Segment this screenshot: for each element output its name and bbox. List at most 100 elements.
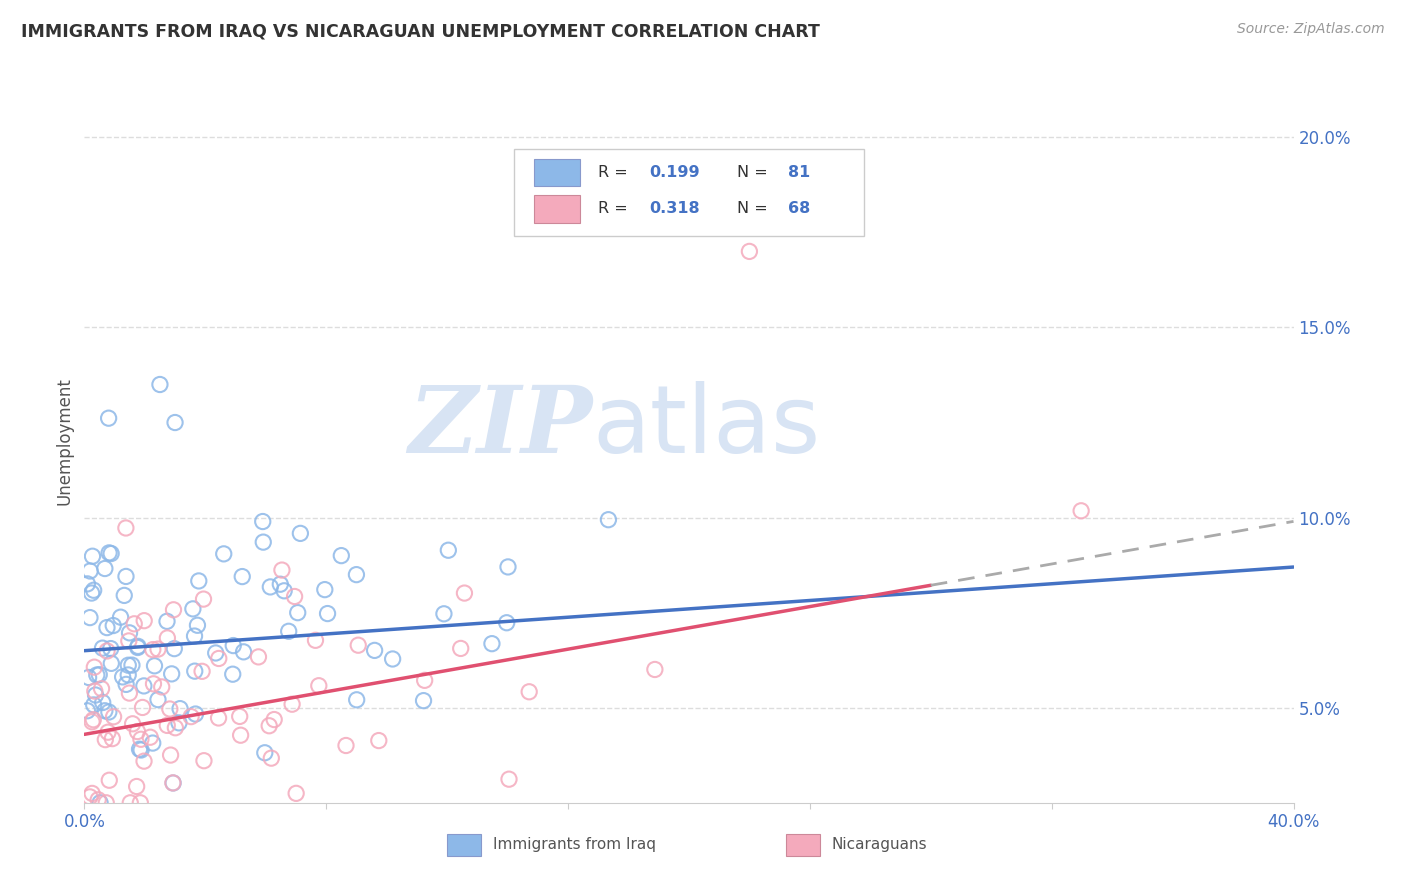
- Point: [142, 736, 165, 750]
- Point: [169, 701, 191, 715]
- Point: [94, 732, 117, 747]
- Point: [193, 592, 215, 607]
- Point: [163, 641, 186, 656]
- Point: [127, 640, 149, 654]
- Point: [347, 638, 370, 652]
- Point: [412, 693, 434, 707]
- Text: 0.318: 0.318: [650, 202, 700, 217]
- Point: [346, 567, 368, 582]
- Point: [156, 718, 179, 732]
- Point: [193, 754, 215, 768]
- Point: [121, 716, 143, 731]
- Point: [128, 742, 150, 756]
- Point: [97, 705, 120, 719]
- Point: [139, 730, 162, 744]
- Point: [125, 780, 148, 794]
- Point: [1070, 504, 1092, 518]
- Point: [101, 731, 124, 746]
- Point: [222, 667, 245, 681]
- Text: N =: N =: [737, 165, 773, 180]
- Point: [115, 521, 138, 535]
- Point: [80, 586, 103, 600]
- Point: [98, 546, 121, 560]
- Point: [247, 649, 270, 664]
- Point: [118, 686, 141, 700]
- Point: [273, 583, 295, 598]
- Bar: [534, 195, 581, 223]
- Point: [381, 652, 404, 666]
- Point: [229, 728, 252, 742]
- Text: ZIP: ZIP: [408, 382, 592, 472]
- Point: [117, 668, 139, 682]
- Point: [277, 624, 299, 639]
- Point: [281, 697, 304, 711]
- Point: [304, 633, 326, 648]
- Point: [122, 616, 145, 631]
- Point: [204, 646, 226, 660]
- Point: [98, 773, 121, 788]
- Point: [207, 711, 229, 725]
- Point: [437, 543, 460, 558]
- Point: [498, 772, 520, 787]
- Point: [94, 561, 117, 575]
- Point: [91, 696, 114, 710]
- Point: [433, 607, 456, 621]
- Point: [149, 377, 172, 392]
- Point: [598, 513, 620, 527]
- Point: [212, 547, 235, 561]
- Point: [79, 789, 101, 804]
- Point: [363, 643, 385, 657]
- Point: [181, 602, 204, 616]
- Point: [335, 739, 357, 753]
- Text: atlas: atlas: [592, 381, 821, 473]
- Point: [84, 688, 107, 702]
- Y-axis label: Unemployment: Unemployment: [55, 377, 73, 506]
- Point: [129, 796, 152, 810]
- Point: [79, 564, 101, 578]
- Point: [91, 641, 114, 656]
- Point: [160, 666, 183, 681]
- Point: [79, 610, 101, 624]
- Point: [287, 606, 309, 620]
- Point: [100, 657, 122, 671]
- Point: [87, 793, 110, 807]
- Point: [142, 677, 165, 691]
- Point: [165, 721, 187, 735]
- Point: [738, 244, 761, 259]
- Point: [118, 634, 141, 648]
- Point: [159, 702, 181, 716]
- Point: [83, 684, 105, 698]
- Text: Immigrants from Iraq: Immigrants from Iraq: [494, 838, 657, 852]
- Point: [82, 713, 104, 727]
- Point: [127, 640, 149, 655]
- Point: [103, 710, 125, 724]
- Point: [222, 639, 245, 653]
- Text: N =: N =: [737, 202, 773, 217]
- Point: [481, 637, 503, 651]
- Point: [82, 549, 104, 564]
- Point: [89, 667, 111, 681]
- Point: [86, 668, 108, 682]
- Point: [496, 560, 519, 574]
- Text: R =: R =: [599, 165, 633, 180]
- Point: [259, 580, 281, 594]
- Point: [110, 610, 132, 624]
- Point: [134, 614, 156, 628]
- Text: Source: ZipAtlas.com: Source: ZipAtlas.com: [1237, 22, 1385, 37]
- Point: [112, 589, 135, 603]
- Point: [208, 651, 231, 665]
- Point: [450, 641, 472, 656]
- Point: [252, 535, 274, 549]
- Point: [96, 796, 118, 810]
- Point: [129, 743, 152, 757]
- Point: [118, 625, 141, 640]
- Text: 81: 81: [789, 165, 810, 180]
- Point: [644, 663, 666, 677]
- Text: 68: 68: [789, 202, 810, 217]
- Point: [96, 644, 118, 658]
- Text: IMMIGRANTS FROM IRAQ VS NICARAGUAN UNEMPLOYMENT CORRELATION CHART: IMMIGRANTS FROM IRAQ VS NICARAGUAN UNEMP…: [21, 22, 820, 40]
- Point: [330, 549, 353, 563]
- Point: [132, 679, 155, 693]
- Point: [77, 670, 100, 684]
- Point: [97, 411, 120, 425]
